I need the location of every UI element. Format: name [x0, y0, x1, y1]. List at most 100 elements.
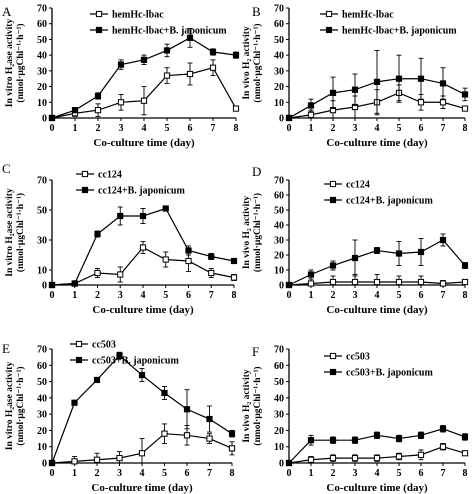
x-tick-label: 5 — [162, 468, 167, 479]
series-control — [48, 423, 236, 467]
y-tick-label: 70 — [274, 176, 284, 187]
x-tick-label: 7 — [441, 468, 446, 479]
y-tick-label: 40 — [274, 393, 284, 404]
series-treated — [48, 205, 238, 289]
y-tick-label: 40 — [274, 51, 284, 62]
y-tick-label: 60 — [274, 361, 284, 372]
y-tick-label: 10 — [37, 98, 47, 109]
data-point — [285, 459, 293, 467]
x-axis-label: Co-culture time (day) — [91, 482, 193, 494]
legend-label: cc124 — [98, 170, 122, 181]
x-tick-label: 2 — [96, 123, 101, 134]
data-point — [417, 432, 425, 439]
data-point — [395, 435, 403, 442]
data-point — [138, 371, 146, 379]
data-point — [373, 278, 381, 286]
y-tick-label: 0 — [279, 114, 284, 125]
data-point — [307, 280, 315, 287]
x-tick-label: 2 — [331, 290, 336, 301]
x-tick-label: 7 — [207, 468, 212, 479]
data-point — [139, 244, 147, 251]
data-point — [329, 455, 337, 462]
panel-c: C 0 10 30 50 70 0 1 2 3 4 5 6 7 8 Co-culture time (day)… — [2, 161, 238, 316]
legend-label: hemHc-lbac+B. japonicum — [342, 26, 457, 37]
data-point — [71, 280, 78, 287]
legend-marker — [325, 26, 333, 34]
y-tick-label: 30 — [37, 66, 47, 77]
data-point — [373, 455, 381, 462]
x-tick-label: 4 — [140, 468, 145, 479]
data-point — [232, 105, 240, 112]
legend-marker — [95, 26, 103, 34]
data-point — [183, 432, 191, 439]
y-tick-label: 0 — [42, 281, 47, 292]
y-tick-label: 10 — [37, 266, 47, 277]
x-tick-label: 2 — [331, 123, 336, 134]
y-axis-label: In vitro H₂ase activity — [5, 188, 15, 277]
data-point — [461, 450, 469, 457]
y-tick-label: 0 — [279, 459, 284, 470]
y-tick-label: 10 — [274, 98, 284, 109]
x-tick-label: 8 — [463, 468, 468, 479]
legend-label: cc503+B. japonicum — [346, 368, 433, 379]
data-point — [307, 271, 315, 278]
data-point — [94, 107, 102, 114]
x-axis-label: Co-culture time (day) — [326, 482, 428, 494]
x-tick-label: 0 — [50, 123, 55, 134]
panel-e: E 0 10 20 30 40 50 60 70 0 1 2 3 4 5 6 7 8 Co-culture time… — [2, 340, 236, 494]
series-treated — [285, 49, 469, 122]
legend-label: cc503 — [346, 352, 370, 363]
data-point — [329, 278, 337, 286]
legend-label: cc124+B. japonicum — [98, 186, 185, 197]
y-tick-label: 70 — [37, 4, 47, 15]
x-tick-label: 6 — [419, 290, 424, 301]
data-point — [162, 256, 169, 263]
data-point — [351, 278, 359, 286]
data-point — [395, 278, 403, 286]
data-point — [48, 114, 56, 122]
x-tick-label: 6 — [188, 123, 193, 134]
data-point — [48, 459, 56, 467]
data-point — [439, 80, 447, 87]
data-point — [163, 72, 171, 79]
y-tick-label: 40 — [37, 51, 47, 62]
data-point — [307, 437, 315, 444]
data-point — [161, 430, 168, 437]
data-point — [117, 271, 124, 278]
y-tick-label: 70 — [274, 4, 284, 15]
x-tick-label: 1 — [309, 290, 314, 301]
x-tick-label: 2 — [95, 468, 100, 479]
x-axis-label: Co-culture time (day) — [326, 137, 428, 149]
data-point — [140, 56, 148, 63]
data-point — [285, 114, 293, 122]
x-tick-label: 5 — [397, 290, 402, 301]
data-point — [395, 75, 403, 82]
x-axis-label: Co-culture time (day) — [326, 304, 428, 316]
series-control — [285, 274, 469, 289]
data-point — [94, 230, 101, 238]
legend-label: hemHc-lbac+B. japonicum — [112, 26, 227, 37]
x-tick-label: 8 — [232, 290, 237, 301]
x-tick-label: 6 — [419, 123, 424, 134]
data-point — [230, 257, 238, 265]
y-tick-label: 50 — [274, 377, 284, 388]
data-point — [186, 70, 194, 78]
data-point — [206, 415, 213, 423]
x-tick-label: 7 — [441, 290, 446, 301]
x-tick-label: 8 — [463, 123, 468, 134]
x-tick-label: 4 — [141, 290, 146, 301]
y-tick-label: 50 — [37, 206, 47, 217]
data-point — [329, 437, 337, 444]
legend-marker — [81, 186, 89, 194]
x-tick-label: 8 — [234, 123, 239, 134]
y-tick-label: 0 — [42, 459, 47, 470]
y-tick-label: 30 — [37, 236, 47, 247]
data-point — [439, 425, 447, 432]
data-point — [351, 254, 359, 262]
y-tick-label: 70 — [37, 176, 47, 187]
x-tick-label: 0 — [50, 468, 55, 479]
data-point — [329, 262, 337, 269]
y-tick-label: 50 — [274, 206, 284, 217]
data-point — [461, 278, 469, 286]
data-point — [186, 34, 194, 41]
